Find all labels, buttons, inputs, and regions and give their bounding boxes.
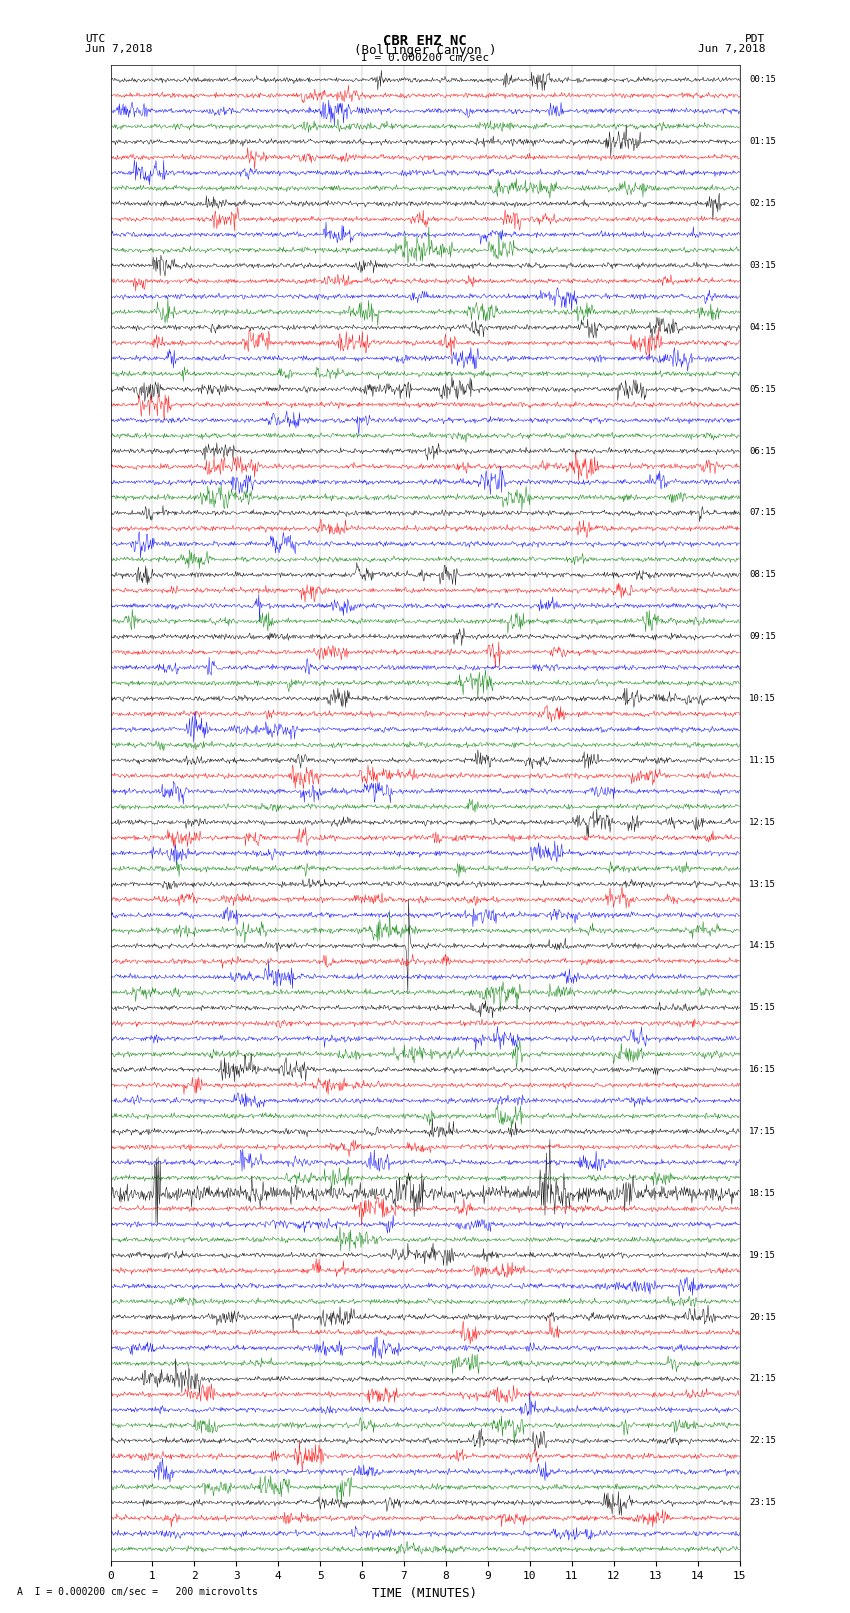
Text: 23:15: 23:15 [749, 1498, 776, 1507]
Text: 00:15: 00:15 [749, 76, 776, 84]
Text: 09:15: 09:15 [749, 632, 776, 642]
Text: 01:15: 01:15 [749, 137, 776, 147]
Text: Jun 7,2018: Jun 7,2018 [85, 44, 152, 53]
Text: 13:15: 13:15 [749, 879, 776, 889]
Text: PDT: PDT [745, 34, 765, 44]
Text: UTC: UTC [85, 34, 105, 44]
Text: I = 0.000200 cm/sec: I = 0.000200 cm/sec [361, 53, 489, 63]
Text: 17:15: 17:15 [749, 1127, 776, 1136]
Text: 02:15: 02:15 [749, 198, 776, 208]
Text: Jun 7,2018: Jun 7,2018 [698, 44, 765, 53]
Text: 03:15: 03:15 [749, 261, 776, 269]
Text: 15:15: 15:15 [749, 1003, 776, 1013]
Text: (Bollinger Canyon ): (Bollinger Canyon ) [354, 44, 496, 56]
Text: 11:15: 11:15 [749, 756, 776, 765]
Text: 21:15: 21:15 [749, 1374, 776, 1384]
Text: CBR EHZ NC: CBR EHZ NC [383, 34, 467, 48]
Text: 10:15: 10:15 [749, 694, 776, 703]
Text: 16:15: 16:15 [749, 1065, 776, 1074]
Text: 06:15: 06:15 [749, 447, 776, 455]
Text: A  I = 0.000200 cm/sec =   200 microvolts: A I = 0.000200 cm/sec = 200 microvolts [17, 1587, 258, 1597]
Text: 12:15: 12:15 [749, 818, 776, 827]
Text: 08:15: 08:15 [749, 571, 776, 579]
Text: 14:15: 14:15 [749, 942, 776, 950]
Text: 04:15: 04:15 [749, 323, 776, 332]
X-axis label: TIME (MINUTES): TIME (MINUTES) [372, 1587, 478, 1600]
Text: 18:15: 18:15 [749, 1189, 776, 1198]
Text: 07:15: 07:15 [749, 508, 776, 518]
Text: 20:15: 20:15 [749, 1313, 776, 1321]
Text: 19:15: 19:15 [749, 1250, 776, 1260]
Text: 22:15: 22:15 [749, 1436, 776, 1445]
Text: 05:15: 05:15 [749, 386, 776, 394]
